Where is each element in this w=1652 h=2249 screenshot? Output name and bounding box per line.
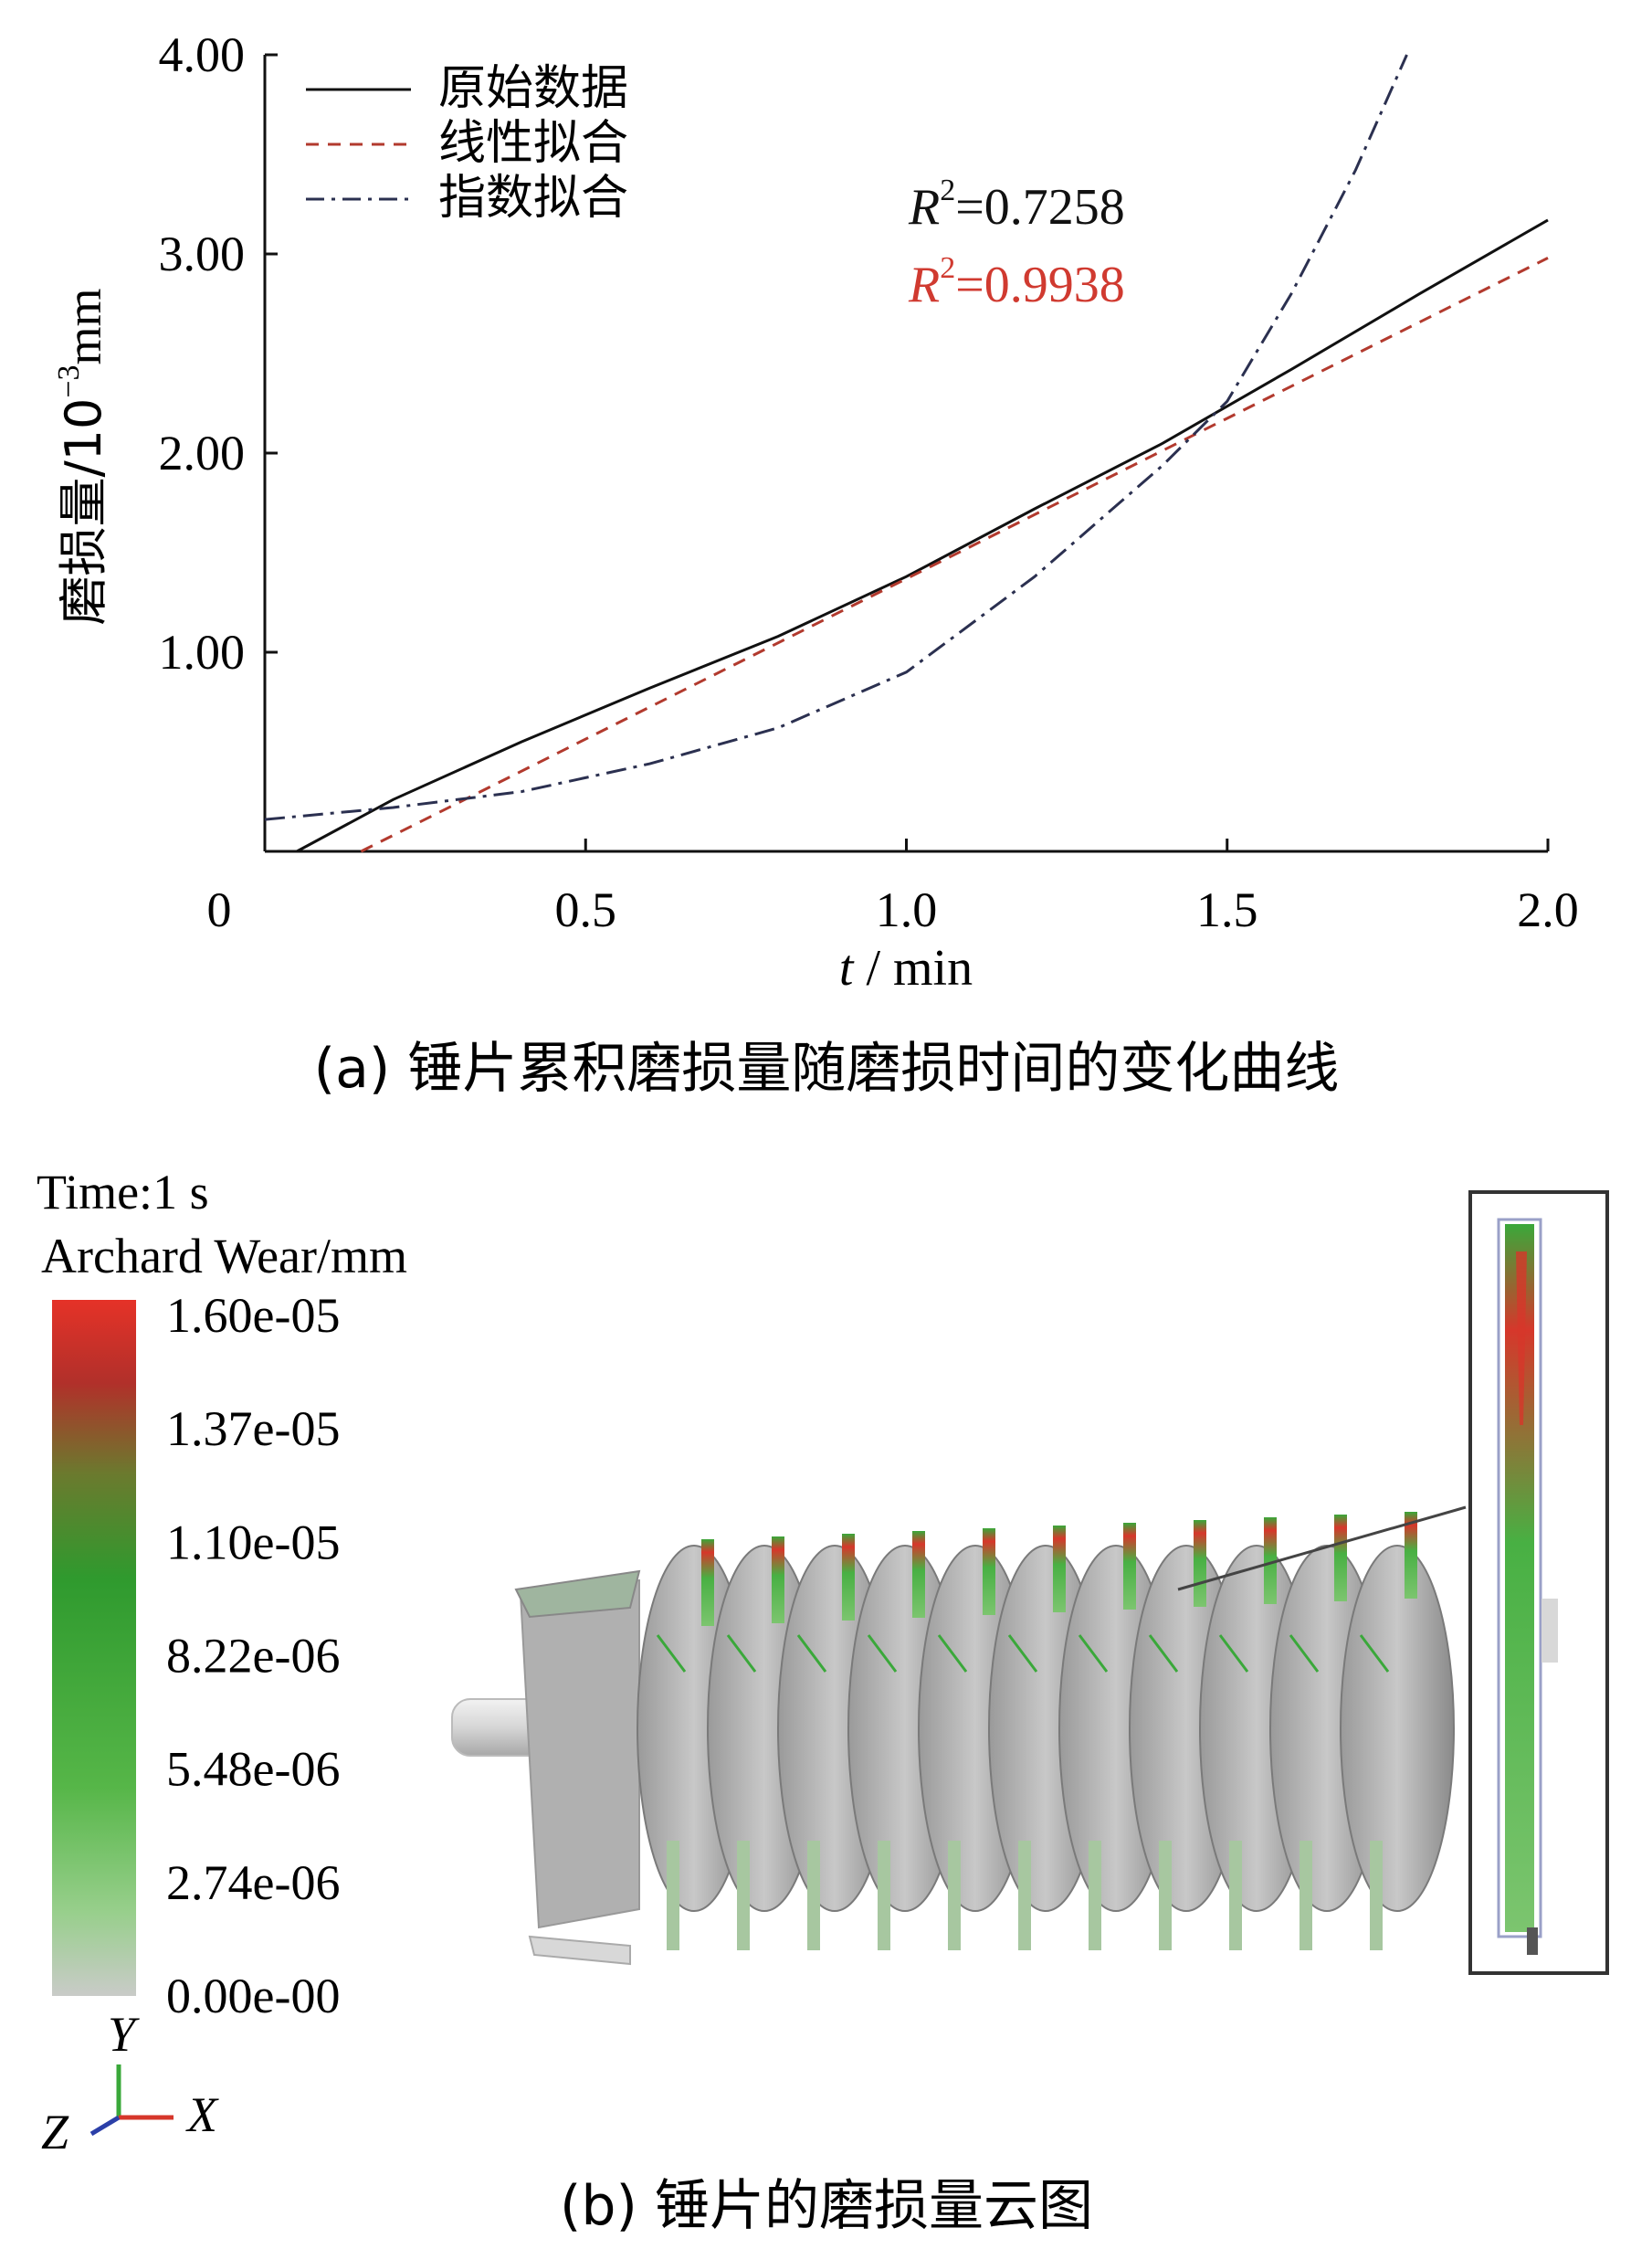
blade-bottom xyxy=(737,1841,750,1950)
inset-blade-foot xyxy=(1527,1927,1538,1955)
color-scale-bar xyxy=(52,1300,136,1996)
x-tick-label: 2.0 xyxy=(1517,882,1579,937)
blade-top xyxy=(983,1528,995,1615)
blade-bottom xyxy=(1159,1841,1172,1950)
disc-wear-edge xyxy=(1078,1634,1109,1673)
caption-b: (b) 锤片的磨损量云图 xyxy=(560,2174,1093,2238)
rotor-disc xyxy=(1340,1545,1455,1912)
disc-wear-edge xyxy=(937,1634,968,1673)
legend-label-linear: 线性拟合 xyxy=(438,116,628,171)
blade-inset xyxy=(1468,1190,1609,1975)
inset-blade-tab xyxy=(1542,1599,1558,1663)
blade-top xyxy=(842,1534,855,1621)
inset-red-streak xyxy=(1516,1251,1527,1425)
inset-blade-outline xyxy=(1497,1218,1542,1938)
x-tick-label: 1.5 xyxy=(1196,882,1258,937)
rotor-discs xyxy=(637,1545,1455,1912)
blade-top xyxy=(1334,1515,1347,1601)
blade-bottom xyxy=(1089,1841,1101,1950)
blade-top xyxy=(1405,1512,1417,1599)
series-line-1 xyxy=(360,257,1549,853)
triad-label-x: X xyxy=(185,2087,219,2142)
rotor-left-frame xyxy=(519,1579,640,1929)
legend-label-raw: 原始数据 xyxy=(438,61,628,116)
r2-annotation-raw: R2=0.7258 xyxy=(908,174,1125,236)
wear-contour-panel: Time:1 s Archard Wear/mm 1.60e-05 1.37e-0… xyxy=(37,1165,1609,2238)
blade-bottom xyxy=(667,1841,679,1950)
triad-label-y: Y xyxy=(108,2007,140,2062)
y-tick-label: 2.00 xyxy=(159,426,246,480)
axis-triad: Y X Z xyxy=(41,2007,219,2159)
blade-bottom xyxy=(1018,1841,1031,1950)
rotor-model xyxy=(451,1505,1467,1966)
blade-bottom xyxy=(807,1841,820,1950)
rotor-blades xyxy=(667,1512,1417,1950)
scale-label: 1.10e-05 xyxy=(166,1515,340,1569)
disc-wear-edge xyxy=(726,1634,757,1673)
scale-label: 8.22e-06 xyxy=(166,1629,340,1684)
x-tick-label: 1.0 xyxy=(876,882,938,937)
scale-label: 2.74e-06 xyxy=(166,1855,340,1910)
triad-z-axis xyxy=(89,2115,121,2137)
blade-top xyxy=(1053,1526,1066,1612)
triad-label-z: Z xyxy=(41,2105,69,2159)
x-ticks: 0 0.5 1.0 1.5 2.0 xyxy=(207,839,1579,937)
y-ticks: 1.00 2.00 3.00 4.00 xyxy=(159,27,278,680)
x-tick-label: 0 xyxy=(207,882,232,937)
blade-bottom xyxy=(948,1841,961,1950)
inset-leader-line xyxy=(1177,1505,1467,1591)
quantity-label: Archard Wear/mm xyxy=(41,1229,407,1283)
blade-bottom xyxy=(1229,1841,1242,1950)
wear-line-chart: 0 0.5 1.0 1.5 2.0 1.00 2.00 3.00 4.00 原始数据 线性拟合… xyxy=(52,27,1579,1101)
x-axis-title: t / min xyxy=(839,940,973,997)
disc-wear-edge xyxy=(1359,1634,1390,1673)
legend: 原始数据 线性拟合 指数拟合 xyxy=(306,61,628,226)
inset-frame xyxy=(1468,1190,1609,1975)
blade-top xyxy=(1264,1517,1277,1604)
blade-top xyxy=(701,1539,714,1626)
y-tick-label: 4.00 xyxy=(159,27,246,82)
blade-top xyxy=(912,1531,925,1618)
legend-label-exp: 指数拟合 xyxy=(438,171,628,226)
series-line-2 xyxy=(264,54,1408,821)
blade-bottom xyxy=(1370,1841,1383,1950)
y-axis-title: 磨损量/10−3mm xyxy=(52,288,112,625)
blade-bottom xyxy=(878,1841,890,1950)
r2-annotation-linear: R2=0.9938 xyxy=(908,251,1125,313)
time-label: Time:1 s xyxy=(37,1165,209,1220)
series-line-0 xyxy=(296,218,1549,853)
rotor-left-top xyxy=(514,1569,641,1619)
scale-labels: 1.60e-05 1.37e-05 1.10e-05 8.22e-06 5.48e-06… xyxy=(166,1288,340,2023)
blade-top xyxy=(1123,1523,1136,1610)
rotor-left-plate xyxy=(528,1935,631,1966)
blade-top xyxy=(772,1536,784,1623)
scale-label: 1.60e-05 xyxy=(166,1288,340,1343)
disc-wear-edge xyxy=(1148,1634,1179,1673)
disc-wear-edge xyxy=(796,1634,827,1673)
disc-wear-edge xyxy=(1007,1634,1038,1673)
disc-wear-edge xyxy=(1218,1634,1249,1673)
y-tick-label: 1.00 xyxy=(159,625,246,680)
scale-label: 1.37e-05 xyxy=(166,1401,340,1456)
disc-wear-edge xyxy=(1289,1634,1320,1673)
disc-wear-edge xyxy=(656,1634,687,1673)
scale-label: 5.48e-06 xyxy=(166,1742,340,1797)
y-tick-label: 3.00 xyxy=(159,227,246,281)
blade-bottom xyxy=(1300,1841,1312,1950)
disc-wear-edge xyxy=(867,1634,898,1673)
scale-label: 0.00e-00 xyxy=(166,1969,340,2023)
blade-top xyxy=(1194,1520,1206,1607)
series-lines xyxy=(264,54,1549,853)
x-tick-label: 0.5 xyxy=(555,882,617,937)
caption-a: (a) 锤片累积磨损量随磨损时间的变化曲线 xyxy=(314,1037,1340,1101)
